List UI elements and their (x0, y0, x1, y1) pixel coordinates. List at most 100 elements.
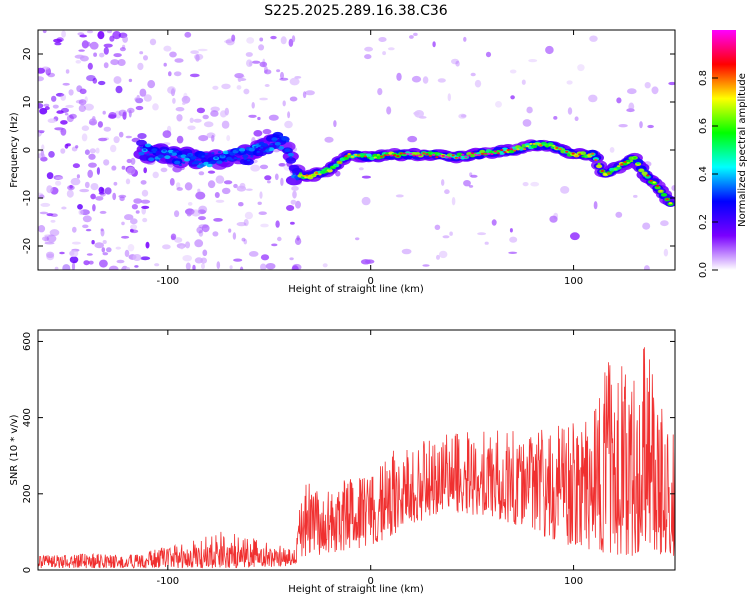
noise-blob (174, 210, 180, 218)
noise-blob (75, 145, 79, 149)
noise-blob (79, 34, 87, 38)
noise-blob (113, 76, 122, 84)
noise-blob (509, 236, 518, 243)
ridge-blob (487, 152, 491, 155)
ridge-blob (597, 162, 601, 165)
noise-blob (248, 251, 259, 257)
noise-blob (82, 215, 92, 223)
ridge-blob (422, 152, 426, 155)
noise-blob (96, 167, 100, 175)
noise-blob (182, 255, 192, 262)
ridge-blob (639, 168, 643, 171)
ridge-blob (250, 155, 254, 158)
ridge-blob (136, 139, 147, 147)
noise-blob (291, 186, 299, 191)
noise-blob (40, 149, 45, 157)
ridge-blob (188, 154, 192, 156)
colorbar-tick-label: 0.8 (698, 70, 709, 86)
noise-blob (46, 172, 54, 180)
noise-blob (51, 95, 57, 102)
noise-blob (154, 263, 160, 267)
noise-blob (121, 221, 125, 226)
noise-blob (553, 116, 558, 120)
ridge-blob (227, 151, 231, 153)
noise-blob (41, 144, 45, 151)
noise-blob (196, 226, 203, 234)
y-tick-label: 400 (22, 408, 33, 427)
noise-blob (413, 111, 420, 116)
noise-blob (407, 135, 418, 143)
noise-blob (276, 69, 281, 73)
ridge-blob (240, 151, 244, 154)
ridge-blob (268, 147, 275, 152)
noise-blob (289, 257, 294, 261)
ridge-blob (247, 159, 251, 162)
noise-blob (291, 35, 296, 43)
ridge-blob (320, 170, 327, 174)
noise-blob (223, 180, 233, 185)
noise-blob (243, 88, 250, 95)
noise-blob (140, 199, 151, 204)
noise-blob (47, 72, 55, 78)
noise-blob (127, 107, 135, 114)
noise-blob (510, 95, 515, 100)
noise-blob (78, 99, 87, 106)
noise-blob (508, 251, 518, 254)
ridge-blob (263, 150, 267, 153)
noise-blob (97, 121, 103, 128)
ridge-blob (282, 138, 286, 141)
colorbar-ticks: 0.0 0.2 0.4 0.6 0.8 (698, 70, 718, 278)
noise-blob (55, 92, 65, 97)
ridge-blob (337, 161, 342, 164)
spectrogram-x-axis-label: Height of straight line (km) (288, 284, 424, 295)
noise-blob (264, 175, 272, 181)
noise-blob (113, 53, 122, 58)
y-tick-label: 200 (22, 484, 33, 503)
ridge-blob (174, 160, 181, 165)
ridge-blob (302, 174, 306, 177)
noise-blob (470, 72, 476, 77)
noise-blob (577, 64, 585, 72)
noise-blob (91, 240, 95, 245)
ridge-blob (175, 150, 179, 153)
noise-blob (62, 82, 70, 86)
ridge-blob (477, 154, 481, 157)
noise-blob (197, 188, 201, 193)
noise-blob (108, 265, 119, 270)
noise-blob (60, 93, 66, 101)
noise-blob (198, 171, 205, 176)
noise-blob (102, 110, 106, 115)
ridge-blob (243, 157, 247, 160)
noise-blob (290, 199, 297, 205)
ridge-blob (185, 155, 189, 158)
noise-blob (207, 180, 216, 189)
noise-blob (545, 45, 554, 55)
ridge-blob (360, 155, 364, 158)
noise-blob (395, 194, 404, 198)
noise-blob (101, 247, 106, 253)
ridge-blob (204, 152, 208, 155)
noise-blob (184, 31, 192, 38)
spectrogram-image (38, 30, 675, 270)
ridge-blob (274, 141, 281, 146)
noise-blob (83, 260, 90, 266)
noise-blob (53, 38, 63, 43)
ridge-blob (285, 157, 297, 164)
ridge-blob (412, 154, 416, 157)
noise-blob (76, 174, 80, 179)
noise-blob (253, 130, 263, 137)
ridge-blob (341, 158, 345, 161)
ridge-blob (165, 151, 169, 154)
noise-blob (449, 231, 453, 236)
noise-blob (259, 37, 264, 42)
noise-blob (182, 102, 186, 105)
noise-blob (198, 135, 209, 142)
ridge-blob (151, 148, 158, 153)
ridge-blob (239, 148, 246, 152)
ridge-blob (578, 153, 582, 156)
ridge-blob (224, 160, 228, 162)
noise-blob (86, 30, 94, 34)
noise-blob (660, 220, 669, 227)
noise-blob (60, 127, 67, 136)
